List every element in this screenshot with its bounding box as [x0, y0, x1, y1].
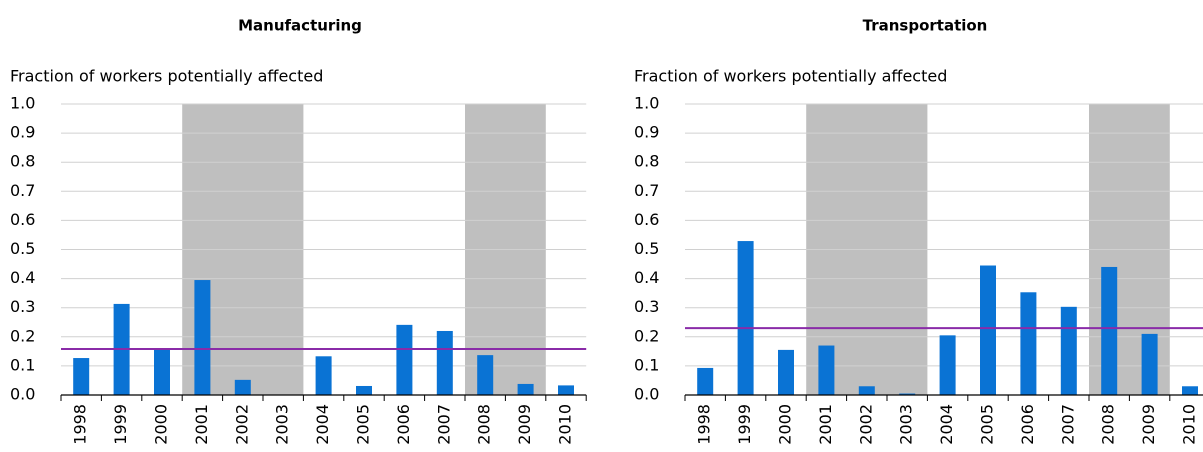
x-tick-label: 1999: [735, 404, 754, 445]
y-tick-label: 0.4: [10, 268, 35, 287]
y-tick-label: 0.7: [10, 181, 35, 200]
x-tick-label: 2009: [515, 404, 534, 445]
x-tick-label: 2006: [394, 404, 413, 445]
bar: [1101, 266, 1118, 395]
y-tick-label: 0.6: [634, 210, 659, 229]
x-tick-label: 1999: [111, 404, 130, 445]
y-tick-label: 0.9: [634, 123, 659, 142]
x-tick-label: 2003: [897, 404, 916, 445]
x-tick-label: 2004: [313, 404, 332, 445]
bar: [1182, 386, 1198, 395]
y-tick-label: 0.2: [10, 326, 35, 345]
bar: [939, 335, 956, 395]
y-tick-label: 0.8: [634, 152, 659, 171]
y-tick-label: 0.5: [634, 239, 659, 258]
bar: [697, 367, 714, 395]
bar: [436, 330, 453, 395]
bar: [1141, 333, 1158, 395]
x-tick-label: 2010: [556, 404, 575, 445]
y-tick-label: 0.9: [10, 123, 35, 142]
chart-title: Manufacturing: [238, 17, 362, 35]
x-tick-label: 2005: [354, 404, 373, 445]
y-tick-label: 0.2: [634, 326, 659, 345]
x-tick-label: 2001: [816, 404, 835, 445]
y-axis-label: Fraction of workers potentially affected: [634, 67, 947, 86]
bar: [194, 280, 211, 395]
bar: [154, 349, 170, 395]
y-tick-label: 1.0: [10, 94, 35, 113]
bar: [980, 265, 996, 395]
y-tick-label: 0.3: [10, 297, 35, 316]
x-tick-label: 2010: [1180, 404, 1199, 445]
x-tick-label: 2009: [1139, 404, 1158, 445]
x-tick-label: 2002: [856, 404, 875, 445]
bar: [899, 393, 916, 395]
x-tick-label: 2007: [1058, 404, 1077, 445]
y-tick-label: 0.3: [634, 297, 659, 316]
y-tick-label: 0.1: [634, 355, 659, 374]
chart-title: Transportation: [863, 17, 988, 35]
x-tick-label: 1998: [695, 404, 714, 445]
y-tick-label: 0.0: [634, 385, 659, 404]
x-tick-label: 2006: [1018, 404, 1037, 445]
y-tick-label: 0.7: [634, 181, 659, 200]
x-tick-label: 2005: [978, 404, 997, 445]
y-tick-label: 0.8: [10, 152, 35, 171]
bar: [477, 355, 494, 395]
y-tick-label: 0.1: [10, 355, 35, 374]
bar: [396, 324, 413, 395]
y-tick-label: 0.5: [10, 239, 35, 258]
x-tick-label: 2000: [152, 404, 171, 445]
bar: [517, 383, 534, 395]
x-tick-label: 2002: [232, 404, 251, 445]
bar: [778, 349, 794, 395]
bar: [234, 379, 251, 395]
bar: [1060, 306, 1077, 395]
x-tick-label: 1998: [71, 404, 90, 445]
x-tick-label: 2000: [776, 404, 795, 445]
x-tick-label: 2003: [273, 404, 292, 445]
y-tick-label: 1.0: [634, 94, 659, 113]
bar: [558, 385, 574, 395]
bar: [356, 385, 372, 395]
chart: Transportation Fraction of workers potent…: [634, 17, 1203, 445]
y-tick-label: 0.4: [634, 268, 659, 287]
y-axis-label: Fraction of workers potentially affected: [10, 67, 323, 86]
x-tick-label: 2008: [1099, 404, 1118, 445]
x-tick-label: 2008: [475, 404, 494, 445]
bar: [73, 358, 90, 395]
chart: Manufacturing Fraction of workers potenti…: [10, 17, 587, 445]
x-tick-label: 2007: [434, 404, 453, 445]
y-tick-label: 0.0: [10, 385, 35, 404]
x-tick-label: 2001: [192, 404, 211, 445]
bar: [858, 386, 875, 395]
x-tick-label: 2004: [937, 404, 956, 445]
bar: [315, 356, 332, 395]
bar: [1020, 292, 1037, 395]
bar: [737, 241, 754, 395]
bar: [818, 345, 835, 395]
y-tick-label: 0.6: [10, 210, 35, 229]
